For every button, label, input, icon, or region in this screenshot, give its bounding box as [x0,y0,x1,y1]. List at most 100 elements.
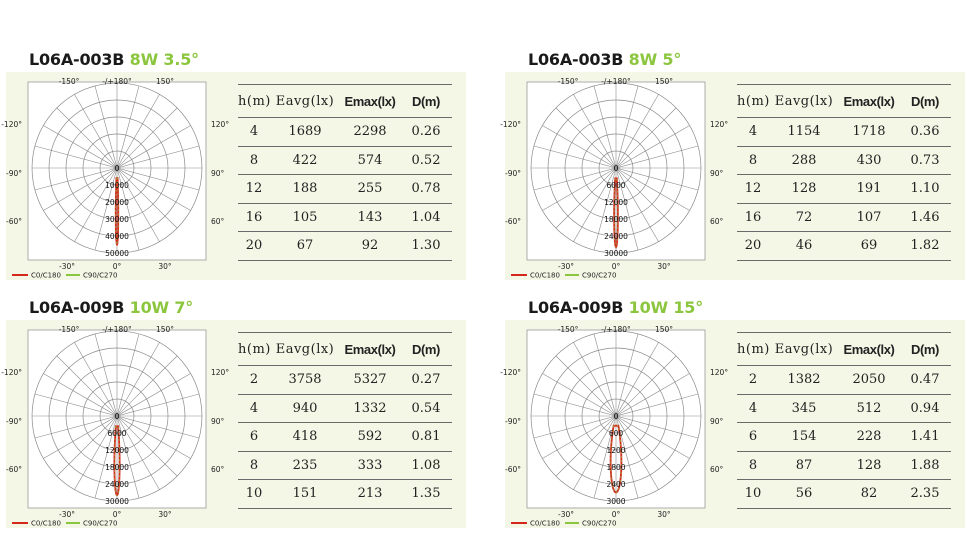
column-header: Eavg(lx) [769,332,839,366]
table-cell: 8 [238,451,270,480]
table-cell: 1.82 [899,231,951,261]
table-cell: 6 [238,422,270,452]
angle-tick-label: -120° [500,120,521,129]
angle-tick-label: 30° [158,510,172,519]
model-spec: 10W 15° [628,298,704,317]
angle-tick-label: -120° [1,120,22,129]
angle-tick-label: 60° [710,465,724,474]
angle-tick-label: 0° [612,510,621,519]
table-cell: 3758 [270,365,340,395]
angle-tick-label: -120° [1,368,22,377]
radial-tick-label: 2400 [606,480,625,489]
angle-tick-label: 0° [612,262,621,271]
table-cell: 8 [737,146,769,175]
table-row: 8 422 574 0.52 [238,146,452,175]
table-row: 16 105 143 1.04 [238,203,452,232]
table-cell: 69 [839,231,899,261]
angle-tick-label: -90° [505,417,521,426]
photometric-panel: 0 600 1200 1800 2400 3000 -/+180° -150° 150° -120… [500,320,965,528]
column-header: Emax(lx) [340,332,400,366]
table-cell: 4 [238,394,270,423]
angle-tick-label: -/+180° [102,77,132,86]
table-header-row: h(m) Eavg(lx) Emax(lx) D(m) [238,84,452,118]
table-cell: 1.08 [400,451,452,480]
angle-tick-label: -90° [6,169,22,178]
angle-tick-label: 90° [710,169,724,178]
table-cell: 143 [340,203,400,232]
table-cell: 0.27 [400,365,452,395]
radial-tick-label: 24000 [105,480,129,489]
angle-tick-label: 60° [710,217,724,226]
angle-tick-label: 30° [158,262,172,271]
table-row: 20 46 69 1.82 [737,231,951,261]
angle-tick-label: 0° [113,262,122,271]
radial-tick-label: 6000 [107,429,126,438]
legend-label-c90: C90/C270 [83,520,117,528]
angle-tick-label: 150° [156,77,174,86]
table-row: 8 87 128 1.88 [737,451,951,480]
table-cell: 512 [839,394,899,423]
table-row: 6 154 228 1.41 [737,422,951,452]
table-cell: 128 [839,451,899,480]
column-header: h(m) [737,332,769,366]
angle-tick-label: 90° [211,417,225,426]
table-cell: 0.78 [400,174,452,204]
table-row: 20 67 92 1.30 [238,231,452,261]
angle-tick-label: -120° [500,368,521,377]
panel-title: L06A-003B 8W 5° [528,50,681,69]
table-cell: 10 [737,479,769,509]
table-cell: 67 [270,231,340,261]
radial-tick-label: 0 [614,164,619,173]
legend-label-c0: C0/C180 [530,520,560,528]
table-header-row: h(m) Eavg(lx) Emax(lx) D(m) [238,332,452,366]
column-header: Eavg(lx) [270,332,340,366]
photometric-panel: 0 6000 12000 18000 24000 30000 -/+180° -150° 150… [1,320,466,528]
table-row: 6 418 592 0.81 [238,422,452,452]
legend-label-c0: C0/C180 [31,520,61,528]
column-header: D(m) [400,84,452,118]
angle-tick-label: -30° [59,510,75,519]
angle-tick-label: 60° [211,465,225,474]
table-cell: 213 [340,479,400,509]
column-header: h(m) [737,84,769,118]
radial-tick-label: 0 [115,164,120,173]
illuminance-table: h(m) Eavg(lx) Emax(lx) D(m) 2 1382 2050 0.47 4 3… [737,332,951,509]
table-row: 4 1689 2298 0.26 [238,117,452,147]
angle-tick-label: -60° [505,465,521,474]
table-row: 2 1382 2050 0.47 [737,365,951,395]
table-row: 10 56 82 2.35 [737,479,951,509]
legend-label-c90: C90/C270 [582,520,616,528]
table-row: 12 128 191 1.10 [737,174,951,204]
table-cell: 128 [769,174,839,204]
table-row: 10 151 213 1.35 [238,479,452,509]
panel-title: L06A-003B 8W 3.5° [29,50,199,69]
radial-tick-label: 10000 [105,181,129,190]
radial-tick-label: 40000 [105,232,129,241]
table-cell: 4 [737,117,769,147]
legend-label-c0: C0/C180 [31,272,61,280]
table-cell: 1154 [769,117,839,147]
table-cell: 4 [238,117,270,147]
table-cell: 228 [839,422,899,452]
table-cell: 4 [737,394,769,423]
illuminance-table: h(m) Eavg(lx) Emax(lx) D(m) 4 1689 2298 0.26 8 4… [238,84,452,261]
table-cell: 82 [839,479,899,509]
table-row: 8 235 333 1.08 [238,451,452,480]
table-cell: 288 [769,146,839,175]
table-cell: 1332 [340,394,400,423]
polar-chart: 0 6000 12000 18000 24000 30000 -/+180° -150° 150… [1,325,229,528]
table-cell: 592 [340,422,400,452]
angle-tick-label: -/+180° [601,77,631,86]
angle-tick-label: 60° [211,217,225,226]
angle-tick-label: 30° [657,510,671,519]
table-cell: 151 [270,479,340,509]
angle-tick-label: -30° [558,510,574,519]
table-cell: 6 [737,422,769,452]
polar-chart: 0 600 1200 1800 2400 3000 -/+180° -150° 150° -120… [500,325,728,528]
table-cell: 0.52 [400,146,452,175]
angle-tick-label: 150° [156,325,174,334]
angle-tick-label: 120° [211,120,229,129]
table-cell: 1689 [270,117,340,147]
radial-tick-label: 6000 [606,181,625,190]
column-header: Emax(lx) [839,332,899,366]
